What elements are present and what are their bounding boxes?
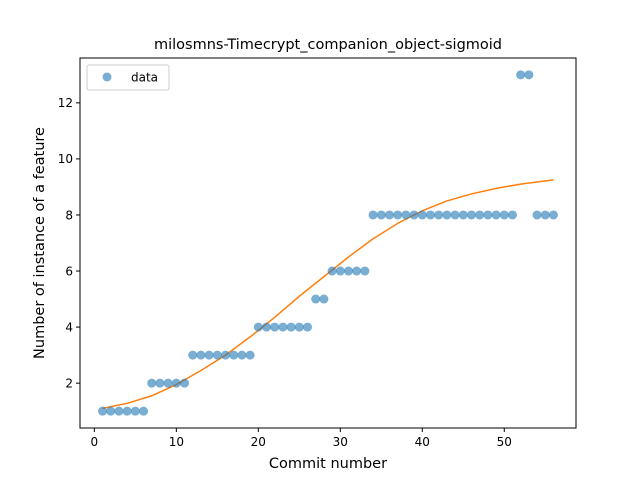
y-tick-label: 10 xyxy=(58,152,73,166)
data-point xyxy=(171,378,181,388)
data-point xyxy=(401,210,411,220)
data-point xyxy=(196,350,206,360)
x-tick-label: 10 xyxy=(169,435,184,449)
data-point xyxy=(180,378,190,388)
plot-area xyxy=(80,58,576,428)
data-point xyxy=(458,210,468,220)
data-point xyxy=(212,350,222,360)
data-point xyxy=(98,406,108,416)
legend: data xyxy=(86,64,170,91)
data-points-layer xyxy=(98,70,558,416)
y-axis-label: Number of instance of a feature xyxy=(32,127,48,359)
x-tick-label: 30 xyxy=(333,435,348,449)
data-point xyxy=(147,378,157,388)
data-point xyxy=(221,350,231,360)
legend-marker xyxy=(102,72,112,82)
data-point xyxy=(327,266,337,276)
data-point xyxy=(434,210,444,220)
data-point xyxy=(130,406,140,416)
plot-frame xyxy=(79,57,577,429)
data-point xyxy=(384,210,394,220)
x-tick-label: 20 xyxy=(251,435,266,449)
data-point xyxy=(491,210,501,220)
data-point xyxy=(286,322,296,332)
data-point xyxy=(393,210,403,220)
data-point xyxy=(352,266,362,276)
y-tick-label: 12 xyxy=(58,96,73,110)
legend-box xyxy=(86,64,170,91)
data-point xyxy=(499,210,509,220)
data-point xyxy=(532,210,542,220)
data-point xyxy=(376,210,386,220)
data-point xyxy=(106,406,116,416)
data-point xyxy=(466,210,476,220)
data-point xyxy=(155,378,165,388)
data-point xyxy=(122,406,132,416)
data-point xyxy=(540,210,550,220)
x-axis-label: Commit number xyxy=(269,456,387,472)
data-point xyxy=(188,350,198,360)
data-point xyxy=(319,294,329,304)
data-point xyxy=(163,378,173,388)
data-point xyxy=(368,210,378,220)
y-tick-label: 6 xyxy=(65,264,73,278)
data-point xyxy=(548,210,558,220)
data-point xyxy=(344,266,353,276)
data-point xyxy=(425,210,435,220)
data-point xyxy=(483,210,493,220)
data-point xyxy=(270,322,280,332)
data-point xyxy=(237,350,247,360)
data-point xyxy=(360,266,370,276)
x-axis-ticks: 0 10 20 30 40 50 xyxy=(91,428,512,449)
chart-title: milosmns-Timecrypt_companion_object-sigm… xyxy=(154,37,502,53)
y-tick-label: 2 xyxy=(65,376,73,390)
y-tick-label: 8 xyxy=(65,208,73,222)
data-point xyxy=(335,266,345,276)
data-point xyxy=(114,406,124,416)
data-point xyxy=(475,210,485,220)
x-tick-label: 50 xyxy=(497,435,512,449)
data-point xyxy=(262,322,272,332)
data-point xyxy=(409,210,419,220)
data-point xyxy=(294,322,304,332)
data-point xyxy=(311,294,321,304)
data-point xyxy=(229,350,239,360)
y-tick-label: 4 xyxy=(65,320,73,334)
data-point xyxy=(253,322,263,332)
y-axis-ticks: 2 4 6 8 10 12 xyxy=(58,96,80,390)
data-point xyxy=(450,210,460,220)
data-point xyxy=(516,70,526,80)
data-point xyxy=(442,210,452,220)
legend-label: data xyxy=(131,71,158,85)
data-point xyxy=(278,322,288,332)
data-point xyxy=(204,350,214,360)
data-point xyxy=(139,406,149,416)
data-point xyxy=(245,350,255,360)
data-point xyxy=(417,210,427,220)
data-point xyxy=(507,210,517,220)
x-tick-label: 0 xyxy=(91,435,99,449)
data-point xyxy=(303,322,312,332)
data-point xyxy=(524,70,534,80)
x-tick-label: 40 xyxy=(415,435,430,449)
